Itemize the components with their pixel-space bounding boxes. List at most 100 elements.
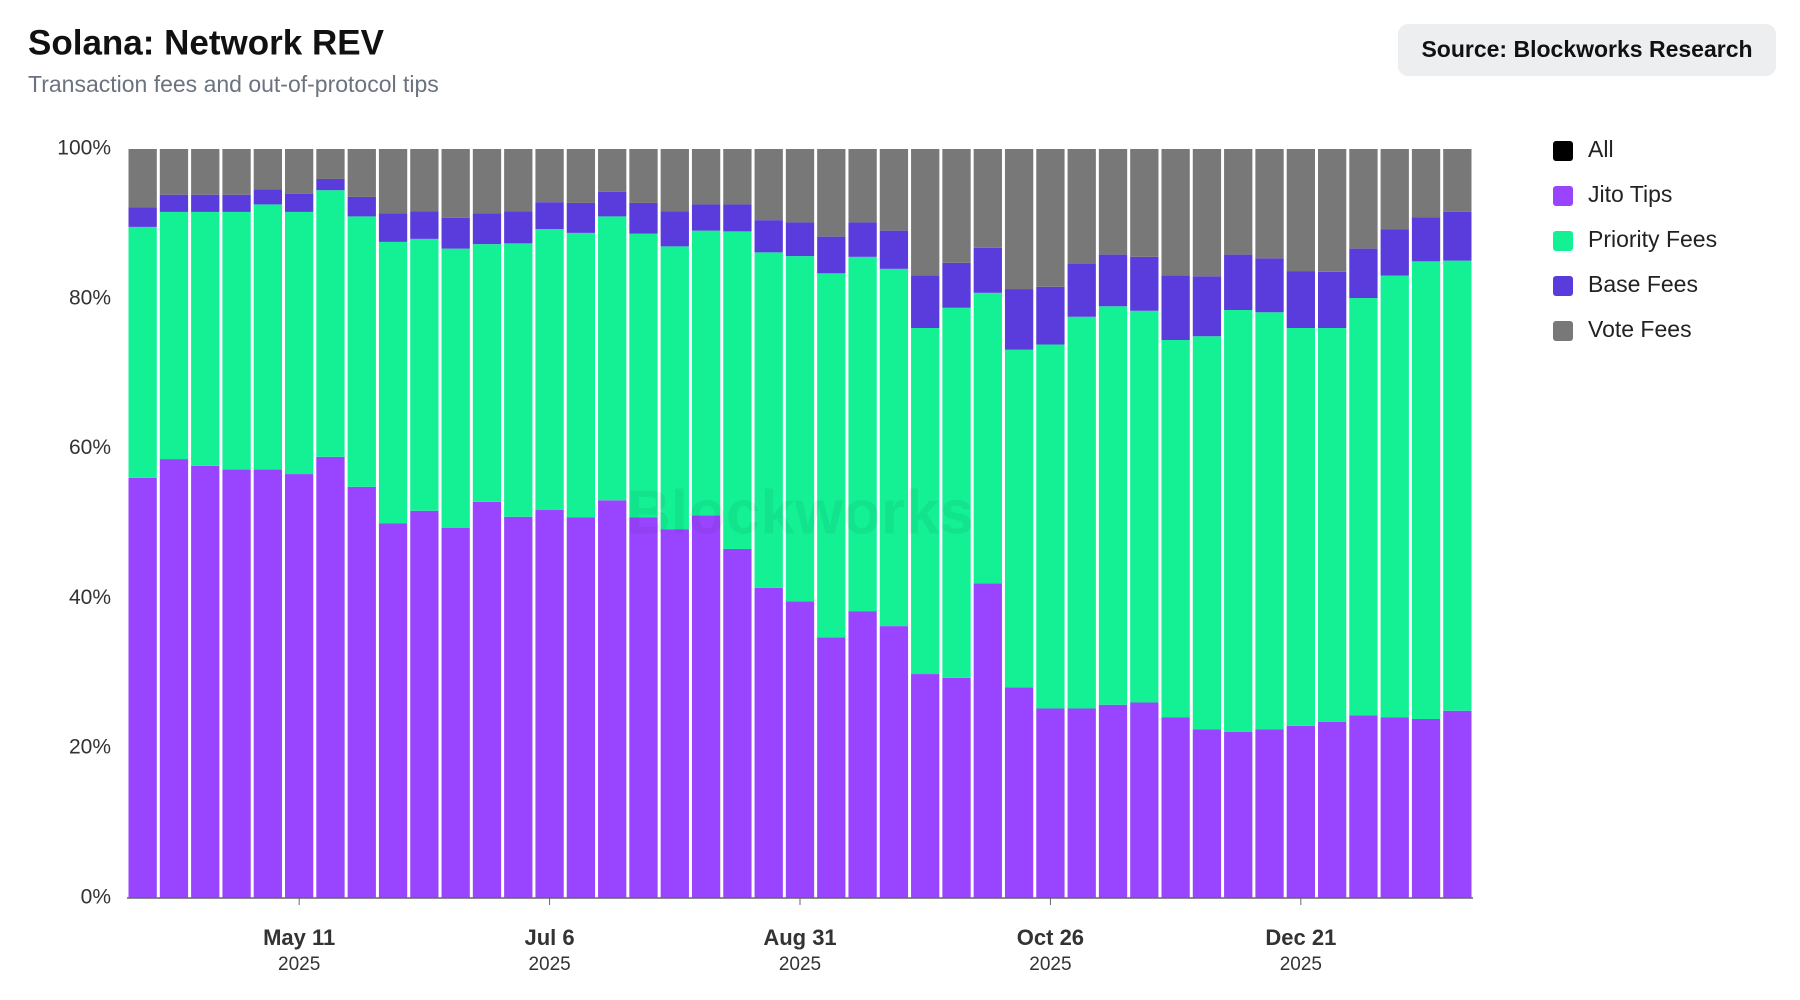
bar-segment: [1067, 708, 1096, 898]
bar-segment: [535, 202, 564, 230]
bar-segment: [754, 252, 783, 588]
bar-segment: [566, 149, 596, 203]
bar-segment: [1036, 344, 1065, 709]
bar-segment: [1161, 717, 1190, 898]
legend-label[interactable]: Vote Fees: [1588, 316, 1692, 342]
bar-segment: [1098, 704, 1128, 898]
source-badge: [1398, 24, 1776, 76]
bar-segment: [191, 149, 220, 195]
bar-segment: [504, 149, 533, 212]
bar-segment: [723, 548, 752, 898]
bar-segment: [1224, 731, 1253, 898]
x-tick-sublabel: 2025: [1280, 954, 1322, 975]
legend-swatch[interactable]: [1553, 321, 1573, 341]
legend-swatch[interactable]: [1553, 186, 1573, 206]
bar-segment: [629, 517, 658, 898]
bar-segment: [1411, 718, 1441, 898]
bar-segment: [598, 216, 627, 501]
bar-segment: [879, 626, 909, 898]
bar-segment: [1098, 306, 1128, 705]
bar-segment: [191, 211, 220, 466]
bar-segment: [441, 248, 470, 528]
bar-segment: [1255, 312, 1284, 730]
bar-segment: [973, 583, 1002, 898]
bar-segment: [1130, 702, 1159, 898]
bar-segment: [128, 477, 157, 898]
bar-segment: [535, 149, 564, 203]
bar-segment: [1130, 149, 1159, 257]
bar-segment: [1317, 271, 1347, 329]
bar-segment: [817, 273, 846, 638]
bar-segment: [253, 189, 283, 205]
bar-segment: [566, 202, 596, 233]
bar-segment: [159, 194, 189, 212]
bar-segment: [817, 236, 846, 274]
legend-label[interactable]: All: [1588, 136, 1614, 162]
bar-segment: [1286, 725, 1315, 898]
bar-segment: [660, 246, 689, 530]
bar-segment: [441, 217, 470, 249]
bar-segment: [504, 211, 533, 244]
bar-segment: [159, 459, 189, 898]
bar-segment: [1380, 229, 1409, 276]
bar-segment: [1286, 328, 1315, 726]
x-tick-label: Aug 31: [763, 925, 836, 950]
y-tick-label: 0%: [81, 886, 111, 909]
bar-segment: [1192, 729, 1222, 898]
bar-segment: [222, 194, 251, 212]
bar-segment: [159, 149, 189, 195]
bar-segment: [253, 204, 283, 470]
bar-segment: [472, 501, 502, 898]
bar-segment: [1098, 149, 1128, 255]
bar-segment: [629, 233, 658, 518]
bar-segment: [472, 213, 502, 245]
bar-segment: [347, 216, 376, 487]
chart-subtitle: Transaction fees and out-of-protocol tip…: [28, 71, 439, 97]
bar-segment: [1224, 254, 1253, 311]
bar-segment: [285, 193, 314, 212]
bar-segment: [1255, 149, 1284, 259]
bar-segment: [1004, 349, 1034, 688]
bar-segment: [222, 211, 251, 470]
bar-segment: [1130, 256, 1159, 311]
bar-segment: [911, 328, 940, 675]
bar-segment: [1317, 721, 1347, 898]
legend-label[interactable]: Base Fees: [1588, 271, 1698, 297]
x-tick-label: Oct 26: [1017, 925, 1084, 950]
bar-segment: [691, 204, 721, 231]
bar-segment: [347, 149, 376, 197]
bar-segment: [911, 674, 940, 898]
bar-segment: [817, 149, 846, 237]
bar-segment: [285, 474, 314, 898]
bar-segment: [1004, 289, 1034, 350]
bar-segment: [410, 238, 439, 511]
x-tick-sublabel: 2025: [779, 954, 821, 975]
y-tick-label: 20%: [69, 736, 111, 759]
bar-segment: [942, 149, 971, 263]
bar-segment: [1036, 286, 1065, 345]
legend-label[interactable]: Jito Tips: [1588, 181, 1672, 207]
y-tick-label: 60%: [69, 436, 111, 459]
bar-segment: [1349, 715, 1378, 898]
bar-segment: [1317, 328, 1347, 722]
bar-segment: [723, 149, 752, 205]
legend-label[interactable]: Priority Fees: [1588, 226, 1717, 252]
legend-swatch[interactable]: [1553, 231, 1573, 251]
bar-segment: [253, 149, 283, 190]
bar-segment: [691, 149, 721, 205]
x-tick-sublabel: 2025: [278, 954, 320, 975]
bar-segment: [1380, 717, 1409, 898]
legend-swatch[interactable]: [1553, 141, 1573, 161]
x-tick-sublabel: 2025: [528, 954, 570, 975]
bar-segment: [911, 149, 940, 276]
bar-segment: [973, 149, 1002, 248]
bar-segment: [723, 231, 752, 549]
bar-segment: [754, 149, 783, 221]
bar-segment: [1067, 149, 1096, 264]
bar-segment: [1286, 271, 1315, 329]
legend-swatch[interactable]: [1553, 276, 1573, 296]
bar-segment: [1161, 149, 1190, 276]
bar-segment: [1067, 263, 1096, 317]
bar-segment: [316, 178, 345, 191]
